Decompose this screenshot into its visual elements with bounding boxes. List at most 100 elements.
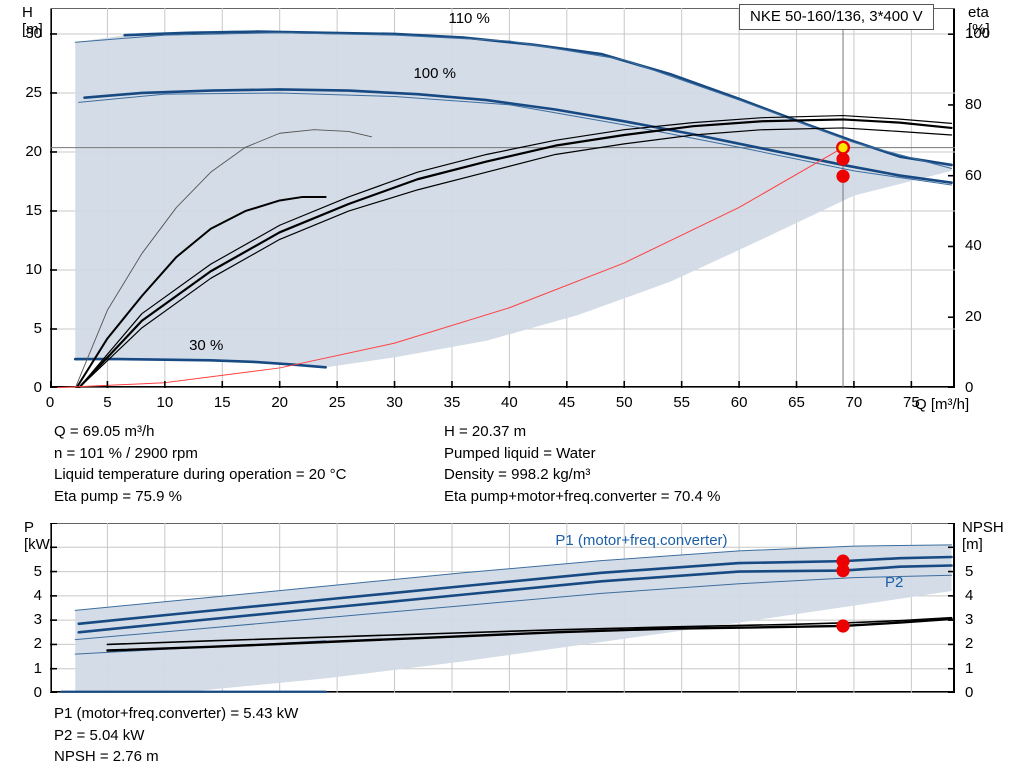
marker-dot bbox=[836, 169, 850, 183]
tick-label-eta-0: 0 bbox=[965, 379, 974, 396]
marker-inner-fill bbox=[838, 143, 848, 153]
tick-label-npsh-3: 3 bbox=[965, 611, 974, 629]
bottom-plot-canvas bbox=[50, 523, 955, 693]
tick-label-q-40: 40 bbox=[501, 394, 518, 411]
curve-label-100: 100 % bbox=[413, 65, 457, 83]
tick-label-q-70: 70 bbox=[845, 394, 863, 411]
tick-label-npsh-4: 4 bbox=[965, 586, 974, 604]
tick-label-q-35: 35 bbox=[443, 394, 461, 411]
tick-label-eta-60: 60 bbox=[965, 166, 982, 184]
info-right-line-3: Eta pump+motor+freq.converter = 70.4 % bbox=[444, 487, 721, 505]
curve-eta-thin-small-flow-branch bbox=[74, 129, 373, 388]
info-block-right: H = 20.37 m Pumped liquid = Water Density … bbox=[444, 421, 720, 507]
curve-h-110 bbox=[123, 30, 953, 167]
chart-title-box: NKE 50-160/136, 3*400 V bbox=[739, 4, 934, 30]
tick-label-eta-80: 80 bbox=[965, 95, 982, 113]
tick-label-h-25: 25 bbox=[25, 83, 42, 101]
x-axis-caption: Q [m³/h] bbox=[915, 396, 970, 413]
duty-point-eta bbox=[836, 169, 850, 183]
tick-label-h-15: 15 bbox=[25, 201, 42, 219]
curve-p2-band-lower bbox=[74, 574, 953, 641]
bottom-left-axis-name: P bbox=[24, 519, 35, 536]
duty-point-npsh bbox=[836, 619, 850, 633]
top-right-axis-unit: [%] bbox=[968, 21, 990, 38]
curve-npsh bbox=[106, 617, 953, 652]
tick-label-npsh-2: 2 bbox=[965, 635, 974, 653]
tick-label-q-75: 75 bbox=[903, 394, 920, 411]
curve-npsh-upper-band bbox=[106, 616, 953, 646]
info-left-line-1: n = 101 % / 2900 rpm bbox=[54, 444, 198, 462]
tick-label-q-60: 60 bbox=[730, 394, 748, 411]
tick-label-h-0: 0 bbox=[33, 379, 42, 396]
info-bottom-line-1: P2 = 5.04 kW bbox=[54, 726, 145, 744]
tick-label-npsh-0: 0 bbox=[965, 684, 974, 701]
power-npsh-chart bbox=[50, 523, 955, 693]
info-right-line-1: Pumped liquid = Water bbox=[444, 444, 596, 462]
curve-eta-pump-band-upper bbox=[78, 114, 953, 388]
duty-point-p1 bbox=[836, 554, 850, 568]
tick-label-q-5: 5 bbox=[103, 394, 112, 411]
tick-label-h-5: 5 bbox=[33, 319, 42, 337]
info-bottom-line-0: P1 (motor+freq.converter) = 5.43 kW bbox=[54, 705, 299, 722]
tick-label-q-65: 65 bbox=[788, 394, 805, 411]
info-bottom-line-2: NPSH = 2.76 m bbox=[54, 748, 159, 765]
curve-eta-pump-band-lower bbox=[78, 127, 953, 388]
bottom-left-axis-unit: [kW] bbox=[24, 536, 54, 553]
duty-point-p2 bbox=[836, 564, 850, 578]
bottom-right-axis-name: NPSH bbox=[962, 519, 1004, 536]
curve-p2 bbox=[77, 564, 953, 634]
curve-label-p1motorfreqconverter: P1 (motor+freq.converter) bbox=[555, 532, 728, 550]
tick-label-eta-40: 40 bbox=[965, 237, 982, 255]
tick-label-p-5: 5 bbox=[33, 562, 42, 580]
tick-label-p-1: 1 bbox=[33, 659, 42, 677]
tick-label-q-0: 0 bbox=[45, 394, 55, 411]
curve-label-110: 110 % bbox=[448, 9, 490, 27]
curve-label-p2: P2 bbox=[884, 573, 904, 591]
top-right-axis-caption: eta [%] bbox=[968, 4, 990, 38]
tick-label-h-30: 30 bbox=[25, 24, 42, 42]
tick-label-npsh-1: 1 bbox=[965, 659, 974, 677]
tick-label-q-55: 55 bbox=[673, 394, 690, 411]
top-left-axis-unit: [m] bbox=[22, 21, 43, 38]
bottom-left-axis-caption: P [kW] bbox=[24, 519, 54, 553]
curve-h-100 bbox=[83, 88, 953, 184]
marker-dot bbox=[836, 564, 850, 578]
info-left-line-2: Liquid temperature during operation = 20… bbox=[54, 466, 347, 483]
tick-label-q-15: 15 bbox=[213, 394, 231, 411]
tick-label-npsh-5: 5 bbox=[965, 562, 974, 580]
curve-p1-band-upper bbox=[74, 544, 953, 611]
curve-p1-motor-freq-converter bbox=[77, 555, 953, 626]
info-right-line-0: H = 20.37 m bbox=[444, 423, 527, 440]
bottom-right-axis-unit: [m] bbox=[962, 536, 983, 553]
bottom-right-axis-caption: NPSH [m] bbox=[962, 519, 1004, 553]
marker-dot bbox=[836, 554, 850, 568]
tick-label-p-0: 0 bbox=[33, 684, 42, 701]
tick-label-h-20: 20 bbox=[25, 142, 42, 160]
marker-dot bbox=[836, 619, 850, 633]
tick-label-p-3: 3 bbox=[33, 611, 42, 629]
top-right-axis-name: eta bbox=[968, 4, 989, 21]
curve-h-30 bbox=[73, 357, 327, 369]
info-right-line-2: Density = 998.2 kg/m³ bbox=[444, 466, 591, 483]
info-left-line-0: Q = 69.05 m³/h bbox=[54, 423, 155, 440]
curve-eta-pump-full-speed bbox=[77, 118, 953, 388]
duty-point-eta-upper bbox=[836, 152, 850, 166]
info-block-bottom: P1 (motor+freq.converter) = 5.43 kW P2 = … bbox=[54, 703, 298, 768]
marker-dot bbox=[836, 152, 850, 166]
info-left-line-3: Eta pump = 75.9 % bbox=[54, 487, 182, 505]
info-block-left: Q = 69.05 m³/h n = 101 % / 2900 rpm Liquid… bbox=[54, 421, 346, 507]
tick-label-h-10: 10 bbox=[25, 260, 42, 278]
tick-label-q-30: 30 bbox=[386, 394, 403, 411]
page-title: NKE 50-160/136, 3*400 V bbox=[750, 8, 923, 25]
tick-label-p-4: 4 bbox=[33, 586, 42, 604]
operating-envelope bbox=[75, 30, 952, 368]
power-envelope bbox=[75, 544, 952, 692]
curve-system-curve bbox=[50, 147, 844, 388]
tick-label-p-2: 2 bbox=[33, 635, 42, 653]
tick-label-eta-100: 100 bbox=[965, 25, 991, 43]
tick-label-q-50: 50 bbox=[615, 394, 633, 411]
duty-point-head bbox=[836, 140, 851, 155]
tick-label-eta-20: 20 bbox=[965, 308, 982, 326]
curve-eta-motor-converter-small-flow-branch bbox=[75, 195, 327, 388]
